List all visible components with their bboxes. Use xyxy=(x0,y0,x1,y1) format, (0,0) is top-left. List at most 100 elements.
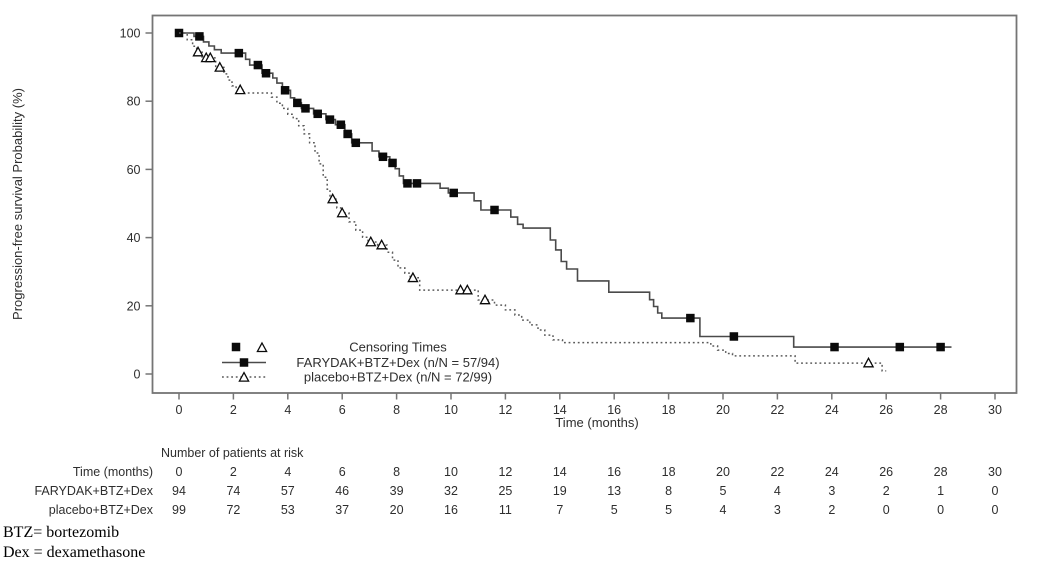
at-risk-placebo-value: 0 xyxy=(883,503,890,517)
at-risk-time-value: 26 xyxy=(879,465,893,479)
at-risk-row-label-placebo: placebo+BTZ+Dex xyxy=(49,503,154,517)
plot-frame xyxy=(151,14,1018,394)
y-tick-label: 100 xyxy=(120,27,141,41)
censor-mark-triangle xyxy=(234,83,246,95)
censor-mark-square xyxy=(253,60,263,70)
legend-header: Censoring Times xyxy=(349,340,447,355)
censor-mark-triangle xyxy=(214,61,226,72)
at-risk-placebo-value: 5 xyxy=(611,503,618,517)
at-risk-farydak-value: 74 xyxy=(226,484,240,498)
censor-mark-square xyxy=(388,158,397,168)
censor-mark-square xyxy=(313,109,322,119)
at-risk-farydak-value: 5 xyxy=(720,484,727,498)
x-tick-label: 4 xyxy=(284,403,291,417)
censor-mark-triangle xyxy=(461,283,474,295)
y-tick-label: 80 xyxy=(127,95,141,109)
at-risk-farydak-value: 4 xyxy=(774,484,781,498)
legend-censor-square-icon xyxy=(231,342,241,352)
x-tick-label: 2 xyxy=(230,403,237,417)
at-risk-placebo-value: 20 xyxy=(390,503,404,517)
at-risk-farydak-value: 13 xyxy=(607,484,621,498)
censor-mark-triangle xyxy=(454,283,467,295)
at-risk-placebo-value: 3 xyxy=(774,503,781,517)
censor-mark-square xyxy=(280,86,290,95)
at-risk-time-value: 20 xyxy=(716,465,730,479)
at-risk-placebo-value: 11 xyxy=(499,503,512,517)
survival-curves xyxy=(174,28,952,372)
at-risk-time-value: 2 xyxy=(230,465,237,479)
x-tick-label: 26 xyxy=(879,403,893,417)
x-tick-label: 8 xyxy=(393,403,400,417)
at-risk-time-value: 30 xyxy=(988,465,1002,479)
censor-mark-square xyxy=(895,342,905,352)
legend-placebo-triangle-icon xyxy=(238,371,250,382)
legend-entry-placebo: placebo+BTZ+Dex (n/N = 72/99) xyxy=(304,370,492,385)
censor-mark-square xyxy=(325,115,335,124)
censor-mark-triangle xyxy=(336,206,348,218)
censor-mark-square xyxy=(412,179,422,188)
y-tick-label: 0 xyxy=(134,368,141,382)
at-risk-table: Number of patients at risk Time (months)… xyxy=(34,446,1002,517)
y-axis-label: Progression-free survival Probability (%… xyxy=(10,88,25,320)
at-risk-placebo-value: 37 xyxy=(335,503,349,517)
at-risk-farydak-value: 3 xyxy=(828,484,835,498)
at-risk-placebo-value: 0 xyxy=(992,503,999,517)
censor-mark-square xyxy=(686,313,695,323)
y-tick-label: 40 xyxy=(127,231,141,245)
legend-farydak-square-icon xyxy=(239,358,249,367)
at-risk-time-value: 10 xyxy=(444,465,458,479)
x-tick-label: 12 xyxy=(498,403,512,417)
censor-mark-triangle xyxy=(375,238,388,250)
at-risk-placebo-value: 16 xyxy=(444,503,458,517)
censor-mark-square xyxy=(301,104,310,113)
at-risk-farydak-value: 94 xyxy=(172,484,186,498)
at-risk-placebo-value: 53 xyxy=(281,503,295,517)
x-tick-label: 18 xyxy=(662,403,676,417)
at-risk-time-value: 12 xyxy=(498,465,512,479)
y-tick-label: 20 xyxy=(127,299,141,313)
censor-mark-triangle xyxy=(407,271,419,283)
x-tick-label: 16 xyxy=(607,403,621,417)
at-risk-time-value: 22 xyxy=(770,465,784,479)
legend: Censoring Times FARYDAK+BTZ+Dex (n/N = 5… xyxy=(222,340,500,385)
x-tick-label: 20 xyxy=(716,403,730,417)
at-risk-farydak-value: 0 xyxy=(992,484,999,498)
censor-mark-square xyxy=(378,152,388,162)
at-risk-farydak-value: 25 xyxy=(498,484,512,498)
at-risk-farydak-value: 32 xyxy=(444,484,458,498)
censor-mark-square xyxy=(490,205,499,215)
at-risk-farydak-value: 19 xyxy=(553,484,567,498)
censor-mark-square xyxy=(403,179,412,188)
censor-mark-square xyxy=(936,342,945,352)
censor-mark-square xyxy=(343,129,352,139)
at-risk-placebo-value: 0 xyxy=(937,503,944,517)
censor-mark-triangle xyxy=(479,293,491,305)
at-risk-farydak-value: 1 xyxy=(937,484,944,498)
at-risk-farydak-value: 57 xyxy=(281,484,295,498)
at-risk-title: Number of patients at risk xyxy=(161,446,304,460)
censor-mark-triangle xyxy=(326,192,339,204)
at-risk-farydak-value: 46 xyxy=(335,484,349,498)
at-risk-time-value: 16 xyxy=(607,465,621,479)
at-risk-time-value: 18 xyxy=(662,465,676,479)
censor-mark-square xyxy=(261,68,271,78)
at-risk-time-value: 6 xyxy=(339,465,346,479)
at-risk-time-value: 24 xyxy=(825,465,839,479)
censor-mark-square xyxy=(336,120,346,129)
at-risk-time-value: 28 xyxy=(934,465,948,479)
at-risk-row-label-time: Time (months) xyxy=(73,465,153,479)
at-risk-placebo-value: 4 xyxy=(720,503,727,517)
at-risk-farydak-value: 39 xyxy=(390,484,404,498)
censor-mark-square xyxy=(830,342,839,352)
x-tick-label: 14 xyxy=(553,403,567,417)
censor-mark-square xyxy=(351,138,361,148)
at-risk-placebo-value: 7 xyxy=(556,503,563,517)
x-tick-label: 22 xyxy=(770,403,784,417)
at-risk-placebo-value: 99 xyxy=(172,503,186,517)
censor-mark-square xyxy=(293,98,302,108)
at-risk-placebo-value: 5 xyxy=(665,503,672,517)
x-tick-label: 6 xyxy=(339,403,346,417)
